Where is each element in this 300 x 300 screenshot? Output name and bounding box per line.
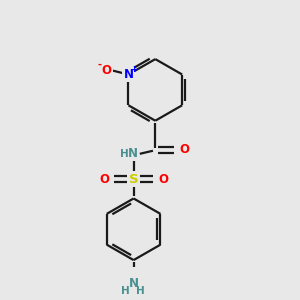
Text: -: -: [98, 59, 102, 70]
Text: N: N: [128, 147, 138, 160]
Text: H: H: [136, 286, 145, 296]
Text: O: O: [158, 173, 168, 186]
Text: N: N: [124, 68, 134, 81]
Text: H: H: [121, 286, 130, 296]
Text: O: O: [179, 143, 189, 157]
Text: S: S: [129, 173, 138, 186]
Text: N: N: [129, 277, 139, 290]
Text: H: H: [120, 149, 129, 159]
Text: O: O: [99, 173, 109, 186]
Text: O: O: [102, 64, 112, 77]
Text: +: +: [130, 64, 137, 74]
